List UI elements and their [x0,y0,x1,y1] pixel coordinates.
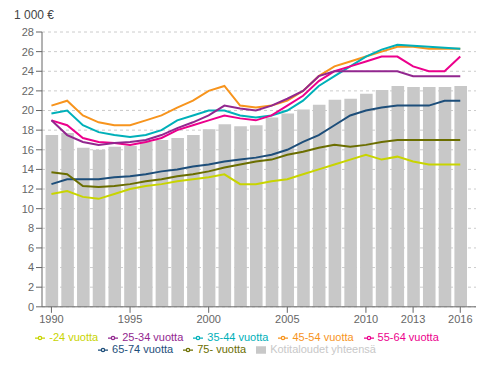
html-text:75- vuotta: 75- vuotta [197,342,247,355]
html-text:25-34 vuotta: 25-34 vuotta [122,330,184,343]
svg-text:1995: 1995 [118,313,142,325]
svg-text:2005: 2005 [275,313,299,325]
svg-text:1990: 1990 [39,313,63,325]
svg-text:18: 18 [22,124,34,136]
svg-text:2010: 2010 [354,313,378,325]
svg-text:2000: 2000 [196,313,220,325]
svg-text:20: 20 [22,104,34,116]
html-text:-24 vuotta: -24 vuotta [49,330,99,343]
html-text:45-54 vuotta: 45-54 vuotta [292,330,354,343]
html-text:65-74 vuotta: 65-74 vuotta [112,342,174,355]
svg-text:24: 24 [22,65,34,77]
svg-text:12: 12 [22,183,34,195]
svg-text:22: 22 [22,85,34,97]
svg-text:16: 16 [22,144,34,156]
svg-text:4: 4 [28,261,34,273]
svg-text:2013: 2013 [401,313,425,325]
svg-text:8: 8 [28,222,34,234]
html-text:Kotitaloudet yhteensä: Kotitaloudet yhteensä [270,342,376,355]
html-text:55-64 vuotta: 55-64 vuotta [377,330,439,343]
svg-text:26: 26 [22,46,34,58]
html-text:35-44 vuotta: 35-44 vuotta [207,330,269,343]
svg-text:28: 28 [22,26,34,38]
svg-text:10: 10 [22,203,34,215]
svg-text:0: 0 [28,301,34,313]
svg-text:2016: 2016 [448,313,472,325]
svg-text:2: 2 [28,281,34,293]
svg-text:6: 6 [28,242,34,254]
svg-text:14: 14 [22,163,34,175]
html-text:1 000 €: 1 000 € [14,8,54,22]
